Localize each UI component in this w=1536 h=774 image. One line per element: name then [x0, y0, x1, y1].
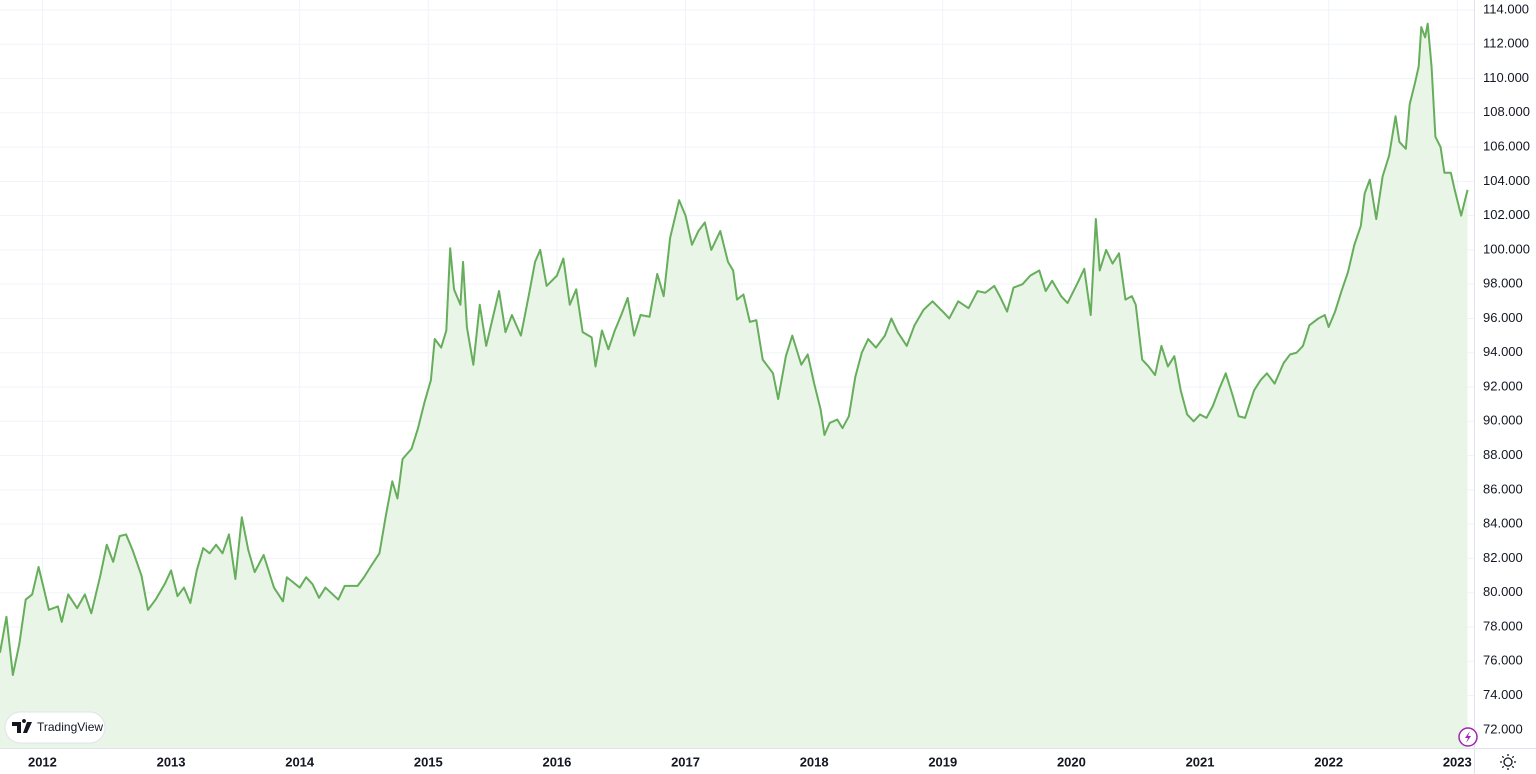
- logo-text: TradingView: [37, 720, 103, 734]
- y-tick-label: 78.000: [1483, 618, 1523, 633]
- y-tick-label: 102.000: [1483, 207, 1530, 222]
- x-tick-label: 2018: [800, 754, 829, 769]
- logo-icon: [12, 719, 32, 733]
- x-tick-label: 2022: [1314, 754, 1343, 769]
- y-tick-label: 106.000: [1483, 139, 1530, 154]
- y-tick-label: 108.000: [1483, 104, 1530, 119]
- y-tick-label: 90.000: [1483, 413, 1523, 428]
- y-tick-label: 112.000: [1483, 36, 1529, 51]
- y-tick-label: 88.000: [1483, 447, 1523, 462]
- lightning-icon: [1465, 731, 1471, 743]
- plot: [0, 0, 1474, 748]
- y-tick-label: 84.000: [1483, 516, 1523, 531]
- x-tick-label: 2023: [1443, 754, 1472, 769]
- x-tick-label: 2015: [414, 754, 443, 769]
- x-tick-label: 2016: [542, 754, 571, 769]
- logo-pill: [4, 711, 106, 744]
- settings-button[interactable]: [1500, 754, 1516, 770]
- x-tick-label: 2020: [1057, 754, 1086, 769]
- y-tick-label: 114.000: [1483, 1, 1529, 16]
- y-tick-label: 82.000: [1483, 550, 1523, 565]
- x-tick-label: 2013: [157, 754, 186, 769]
- y-tick-label: 74.000: [1483, 687, 1523, 702]
- y-tick-label: 96.000: [1483, 310, 1523, 325]
- y-tick-label: 92.000: [1483, 378, 1523, 393]
- x-tick-label: 2021: [1186, 754, 1215, 769]
- y-tick-label: 86.000: [1483, 481, 1523, 496]
- lightning-button[interactable]: [1458, 727, 1478, 747]
- x-tick-label: 2014: [285, 754, 315, 769]
- y-tick-label: 110.000: [1483, 70, 1529, 85]
- logo-badge[interactable]: TradingView: [4, 711, 106, 744]
- x-tick-label: 2017: [671, 754, 700, 769]
- y-tick-label: 72.000: [1483, 721, 1523, 736]
- price-line: [0, 22, 1469, 676]
- gear-teeth: [1500, 754, 1516, 770]
- x-tick-label: 2012: [28, 754, 57, 769]
- y-tick-label: 104.000: [1483, 173, 1530, 188]
- y-tick-label: 76.000: [1483, 653, 1523, 668]
- x-tick-label: 2019: [928, 754, 957, 769]
- y-tick-label: 98.000: [1483, 276, 1523, 291]
- gear-icon: [1503, 757, 1513, 767]
- y-tick-label: 100.000: [1483, 241, 1530, 256]
- area-fill: [0, 23, 1468, 748]
- y-tick-label: 94.000: [1483, 344, 1523, 359]
- y-tick-label: 80.000: [1483, 584, 1523, 599]
